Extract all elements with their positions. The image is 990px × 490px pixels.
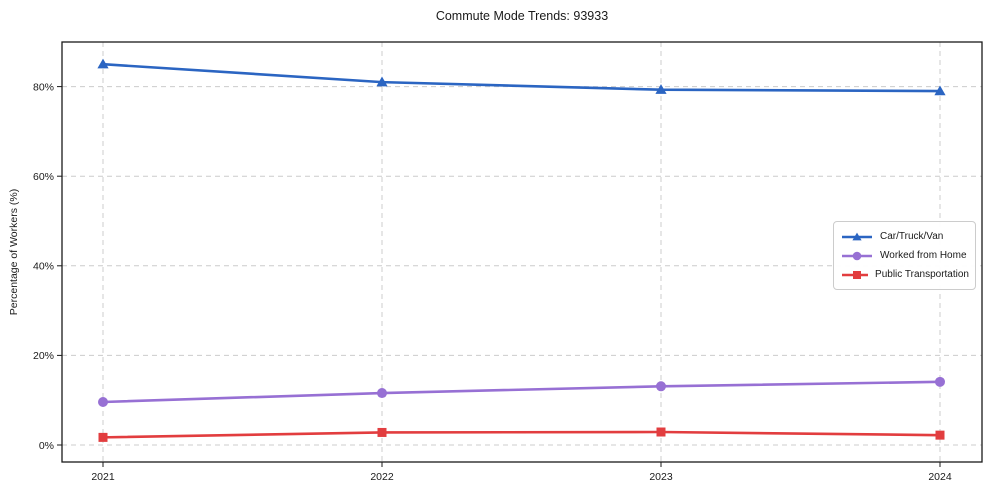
series-line-square — [101, 430, 942, 439]
data-point-square — [377, 427, 387, 437]
data-point-circle — [656, 381, 666, 392]
legend-label: Public Transportation — [875, 269, 969, 280]
data-point-triangle — [655, 84, 667, 94]
data-point-triangle — [934, 85, 946, 96]
legend-item: Worked from Home — [841, 246, 969, 265]
y-tick-label: 40% — [33, 261, 54, 273]
legend: Car/Truck/Van Worked from Home Public Tran… — [833, 221, 976, 290]
plot-border — [61, 41, 983, 463]
series-line-triangle — [101, 62, 942, 93]
x-tick-label: 2022 — [370, 471, 394, 483]
y-tick-label: 20% — [33, 350, 54, 362]
x-tick-label: 2021 — [91, 471, 115, 483]
legend-item: Car/Truck/Van — [841, 227, 969, 246]
legend-label: Car/Truck/Van — [880, 231, 944, 242]
data-point-square — [656, 427, 666, 437]
series-line-circle — [101, 380, 942, 404]
legend-square-marker-icon — [842, 270, 869, 279]
y-tick-label: 0% — [39, 440, 54, 452]
legend-circle-marker-icon — [842, 251, 872, 260]
chart-title: Commute Mode Trends: 93933 — [435, 9, 609, 23]
data-point-circle — [935, 376, 945, 387]
x-tick-label: 2023 — [649, 471, 673, 483]
y-tick-label: 60% — [33, 171, 54, 183]
data-point-square — [98, 432, 108, 442]
data-point-triangle — [376, 76, 388, 87]
y-tick-label: 80% — [33, 81, 54, 93]
data-point-triangle — [97, 58, 109, 69]
legend-label: Worked from Home — [880, 250, 967, 261]
legend-item: Public Transportation — [841, 265, 969, 284]
data-point-square — [935, 430, 945, 440]
data-point-circle — [98, 396, 108, 407]
x-tick-label: 2024 — [928, 471, 952, 483]
data-point-circle — [377, 388, 387, 399]
legend-triangle-marker-icon — [842, 232, 872, 240]
